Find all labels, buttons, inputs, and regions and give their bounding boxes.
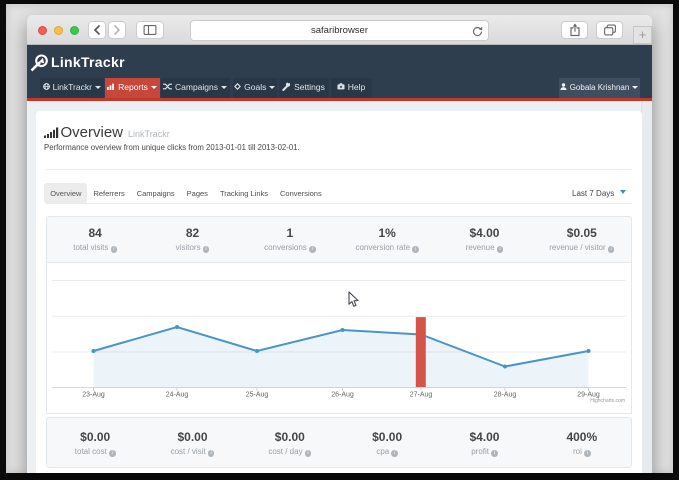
- svg-text:23-Aug: 23-Aug: [82, 392, 105, 399]
- svg-text:25-Aug: 25-Aug: [245, 392, 268, 399]
- svg-text:27-Aug: 27-Aug: [409, 392, 432, 399]
- svg-text:24-Aug: 24-Aug: [165, 392, 188, 399]
- svg-text:29-Aug: 29-Aug: [577, 392, 600, 399]
- svg-text:Highcharts.com: Highcharts.com: [590, 398, 625, 404]
- svg-text:26-Aug: 26-Aug: [331, 392, 354, 399]
- svg-text:28-Aug: 28-Aug: [493, 392, 516, 399]
